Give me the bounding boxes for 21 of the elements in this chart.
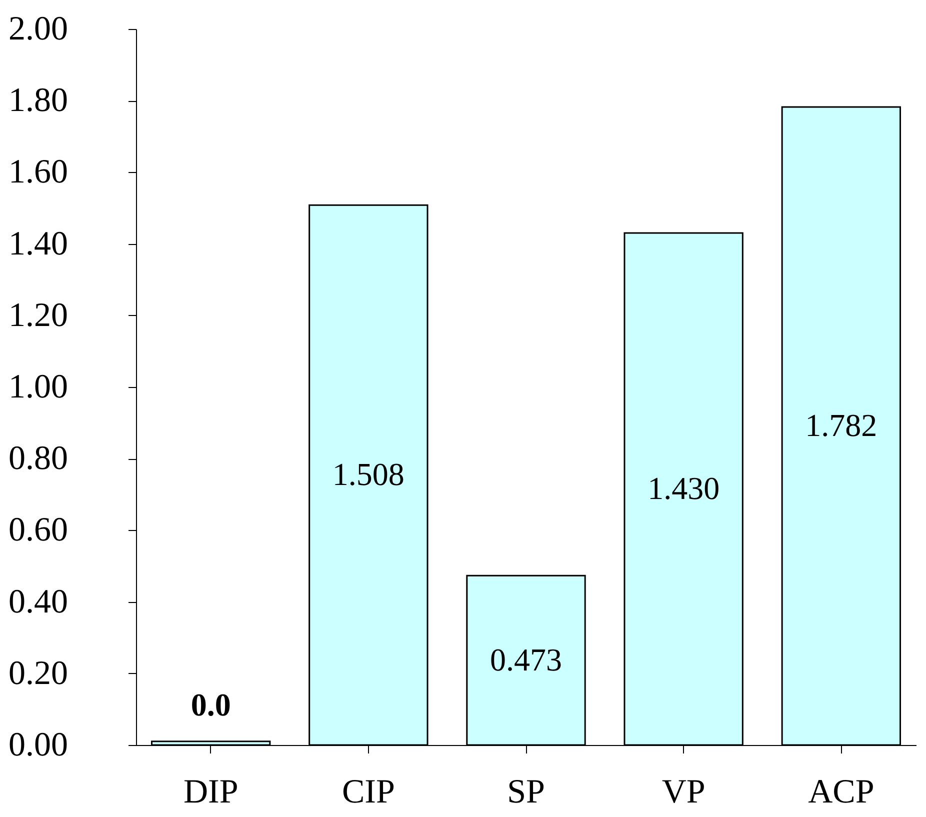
data-label: 0.473 — [490, 641, 562, 678]
y-tick-label: 1.40 — [8, 225, 68, 262]
x-tick-label: VP — [662, 774, 706, 810]
data-label: 1.782 — [805, 407, 878, 444]
x-tick-label: CIP — [342, 774, 395, 810]
data-label: 1.508 — [332, 456, 404, 492]
x-tick-label: ACP — [808, 774, 874, 810]
y-tick-label: 0.40 — [8, 583, 68, 620]
y-tick-label: 0.20 — [8, 654, 68, 692]
y-tick-label: 2.00 — [8, 10, 68, 48]
y-tick-label: 0.80 — [8, 440, 68, 478]
y-tick-label: 1.60 — [8, 154, 68, 191]
y-tick-label: 0.60 — [8, 512, 68, 549]
y-tick-label: 0.00 — [8, 726, 68, 764]
data-label: 0.0 — [190, 686, 231, 723]
x-tick-label: SP — [507, 774, 545, 810]
data-label: 1.430 — [648, 470, 720, 506]
y-tick-label: 1.80 — [8, 82, 68, 120]
y-tick-label: 1.20 — [8, 296, 68, 334]
y-tick-label: 1.00 — [8, 368, 68, 406]
x-tick-label: DIP — [183, 774, 238, 810]
